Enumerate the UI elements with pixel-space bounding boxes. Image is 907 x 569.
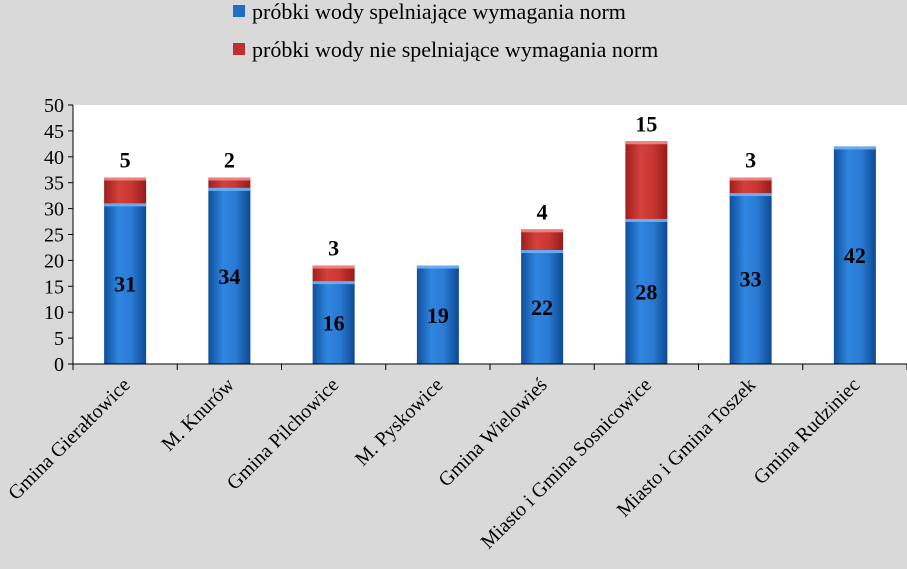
bar-highlight <box>521 229 564 233</box>
y-tick-label: 5 <box>54 328 64 350</box>
legend-swatch-1 <box>233 43 245 55</box>
bar-meeting-norms <box>625 218 668 364</box>
y-tick-label: 15 <box>44 276 64 298</box>
legend-swatch-0 <box>233 5 245 17</box>
bar-not-meeting-norms <box>104 177 147 204</box>
data-label-meeting-norms: 31 <box>114 272 136 297</box>
bar-highlight <box>208 187 251 191</box>
data-label-not-meeting-norms: 3 <box>745 148 756 173</box>
x-category-label: Gmina Gierałtowice <box>4 374 135 505</box>
plot-area <box>73 105 907 364</box>
y-tick-label: 0 <box>54 354 64 376</box>
bar-highlight <box>208 177 251 181</box>
legend-label-0: próbki wody spelniające wymagania norm <box>252 0 626 24</box>
bar-not-meeting-norms <box>729 177 772 194</box>
bar-meeting-norms <box>104 203 147 364</box>
data-label-meeting-norms: 16 <box>323 311 345 336</box>
x-category-label: Gmina Pilchowice <box>223 374 344 495</box>
bar-not-meeting-norms <box>208 177 251 188</box>
bar-not-meeting-norms <box>625 141 668 219</box>
bar-highlight <box>416 265 459 269</box>
y-tick-label: 20 <box>44 250 64 272</box>
bar-highlight <box>104 203 147 207</box>
x-category-label: M. Knurów <box>157 374 239 456</box>
x-category-label: Miasto i Gmina Sosnicowice <box>477 374 656 553</box>
data-label-meeting-norms: 34 <box>218 264 240 289</box>
bar-highlight <box>833 146 876 150</box>
y-tick-label: 35 <box>44 173 64 195</box>
data-label-not-meeting-norms: 3 <box>328 236 339 261</box>
bar-highlight <box>104 177 147 181</box>
bar-highlight <box>312 265 355 269</box>
y-tick-label: 45 <box>44 121 64 143</box>
bar-highlight <box>521 250 564 254</box>
legend-label-1: próbki wody nie spelniające wymagania no… <box>252 37 658 62</box>
x-category-label: Gmina Rudziniec <box>749 374 864 489</box>
data-label-not-meeting-norms: 15 <box>635 111 657 136</box>
bar-meeting-norms <box>833 146 876 364</box>
bar-highlight <box>625 141 668 145</box>
bar-meeting-norms <box>729 193 772 364</box>
data-label-not-meeting-norms: 5 <box>120 148 131 173</box>
y-tick-label: 10 <box>44 302 64 324</box>
y-axis: 0 5 10 15 20 25 30 35 40 45 50 <box>44 95 74 376</box>
bar-highlight <box>312 281 355 285</box>
bar-meeting-norms <box>416 265 459 364</box>
x-category-label: M. Pyskowice <box>351 374 448 471</box>
bar-not-meeting-norms <box>312 265 355 282</box>
data-label-meeting-norms: 42 <box>844 243 866 268</box>
data-label-meeting-norms: 19 <box>427 303 449 328</box>
data-label-meeting-norms: 33 <box>740 267 762 292</box>
legend: próbki wody spelniające wymagania norm p… <box>233 0 658 62</box>
y-tick-label: 50 <box>44 95 64 117</box>
bar-highlight <box>729 177 772 181</box>
bar-meeting-norms <box>312 281 355 364</box>
data-label-meeting-norms: 28 <box>635 279 657 304</box>
y-tick-label: 40 <box>44 147 64 169</box>
bar-highlight <box>625 218 668 222</box>
data-label-not-meeting-norms: 2 <box>224 148 235 173</box>
data-label-not-meeting-norms: 4 <box>537 199 548 224</box>
data-label-meeting-norms: 22 <box>531 295 553 320</box>
x-category-label: Gmina Wielowieś <box>434 374 551 491</box>
bar-meeting-norms <box>521 250 564 364</box>
bar-highlight <box>729 193 772 197</box>
bar-not-meeting-norms <box>521 229 564 251</box>
y-tick-label: 25 <box>44 225 64 247</box>
bar-meeting-norms <box>208 187 251 364</box>
y-tick-label: 30 <box>44 199 64 221</box>
